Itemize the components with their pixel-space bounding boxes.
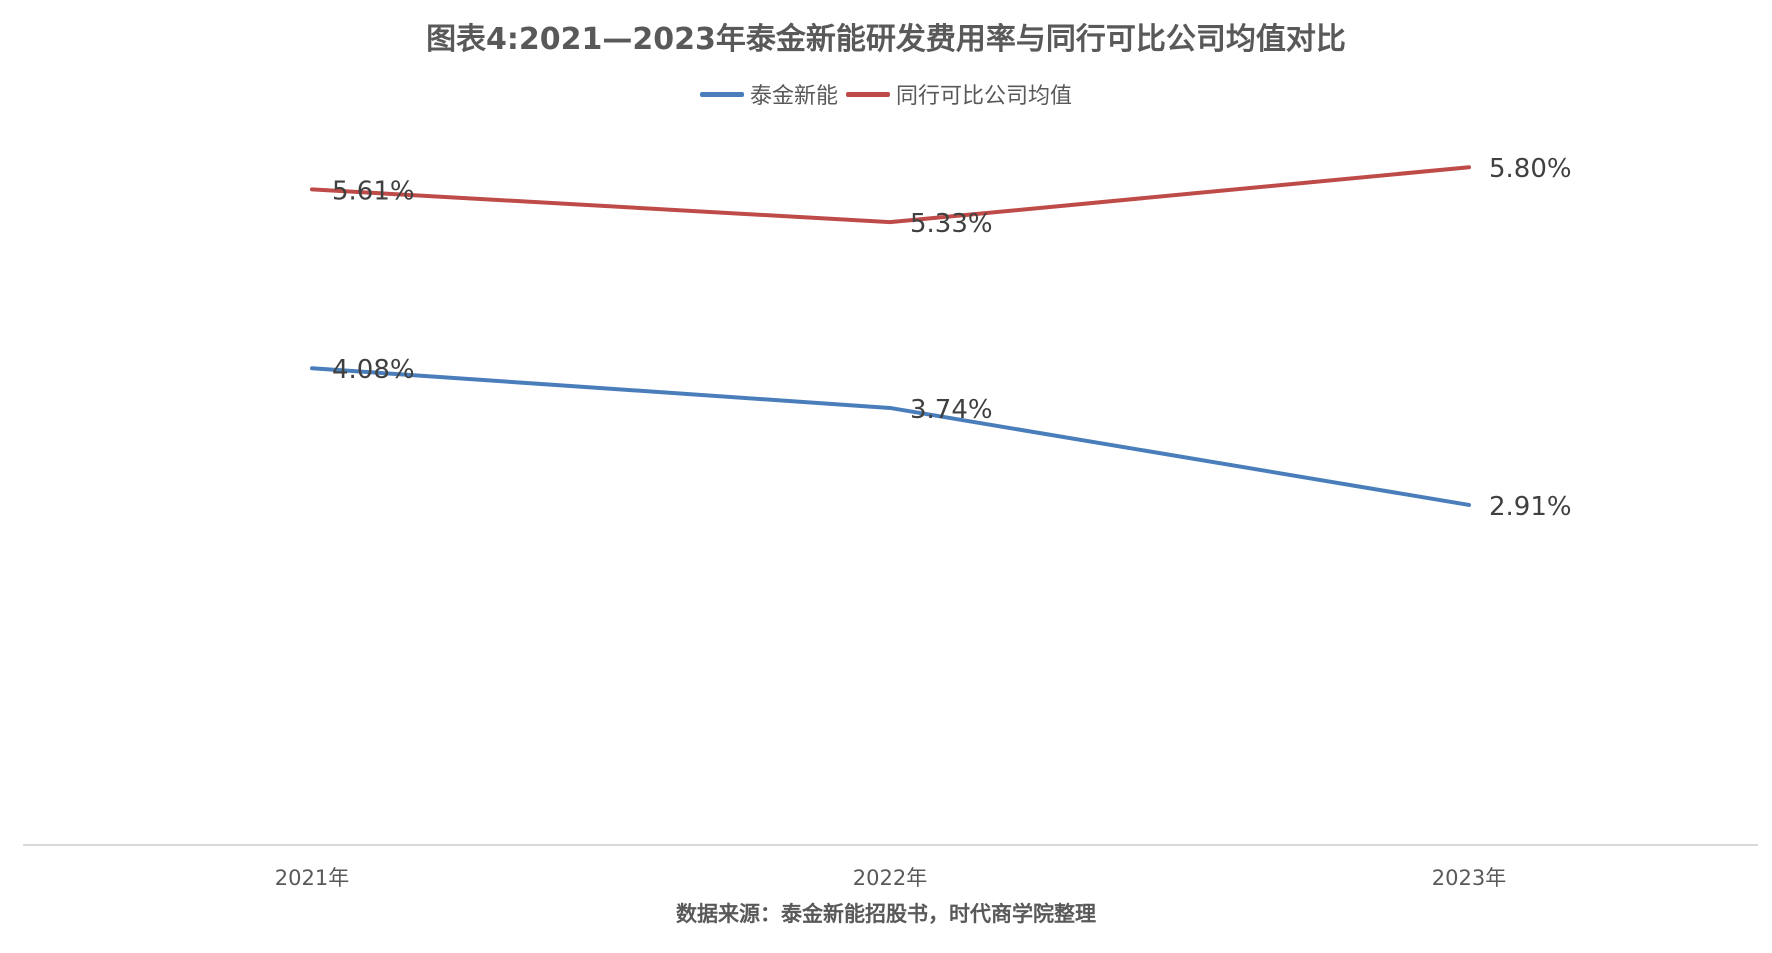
legend-item-peer-average: 同行可比公司均值 [846,78,1072,110]
legend-swatch [846,91,890,97]
data-label: 2.91% [1489,492,1572,522]
data-label: 5.33% [910,209,993,239]
x-tick-label: 2022年 [853,866,927,890]
series-line [310,366,1471,507]
data-label: 3.74% [910,395,993,425]
legend-swatch [699,91,744,97]
legend-item-taijin: 泰金新能 [699,78,838,110]
data-label: 5.61% [332,176,415,206]
chart-title: 图表4:2021—2023年泰金新能研发费用率与同行可比公司均值对比 [426,22,1346,57]
series-line [310,165,1471,225]
legend-label: 泰金新能 [749,84,838,109]
x-tick-label: 2021年 [275,866,349,890]
legend: 泰金新能 同行可比公司均值 [0,78,1772,110]
source-note: 数据来源：泰金新能招股书，时代商学院整理 [676,902,1096,926]
data-label: 5.80% [1489,154,1572,184]
x-tick-label: 2023年 [1432,866,1506,890]
legend-label: 同行可比公司均值 [896,84,1073,109]
data-label: 4.08% [332,355,415,385]
